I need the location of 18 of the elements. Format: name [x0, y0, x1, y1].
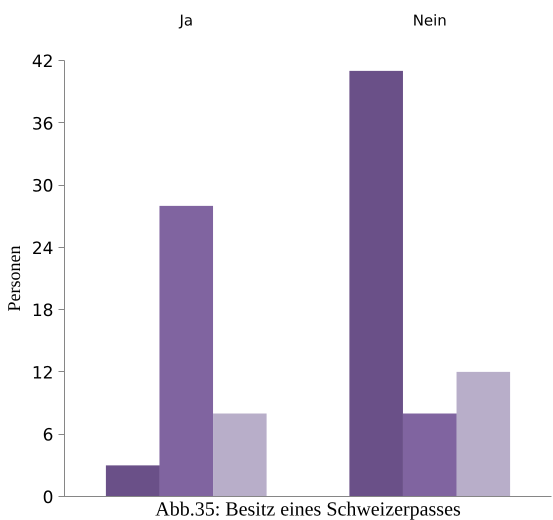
bar: [159, 206, 214, 496]
x-tick-label: Nein: [412, 12, 447, 30]
x-tick-label: Ja: [178, 12, 194, 30]
y-tick-label: 18: [32, 301, 54, 322]
bar: [456, 372, 510, 496]
y-tick-label: 42: [32, 52, 54, 72]
y-tick-label: 24: [32, 238, 54, 259]
bar: [106, 465, 160, 496]
y-axis-title: Personen: [4, 245, 24, 312]
y-tick-label: 36: [32, 114, 54, 134]
bar: [349, 70, 403, 496]
y-tick-label: 12: [32, 363, 54, 384]
bar: [213, 413, 267, 496]
y-tick-label: 0: [42, 488, 54, 508]
y-tick-label: 30: [32, 176, 54, 197]
caption: Abb.35: Besitz eines Schweizerpasses: [155, 498, 461, 520]
bar: [402, 413, 457, 496]
y-tick-label: 6: [42, 426, 54, 446]
